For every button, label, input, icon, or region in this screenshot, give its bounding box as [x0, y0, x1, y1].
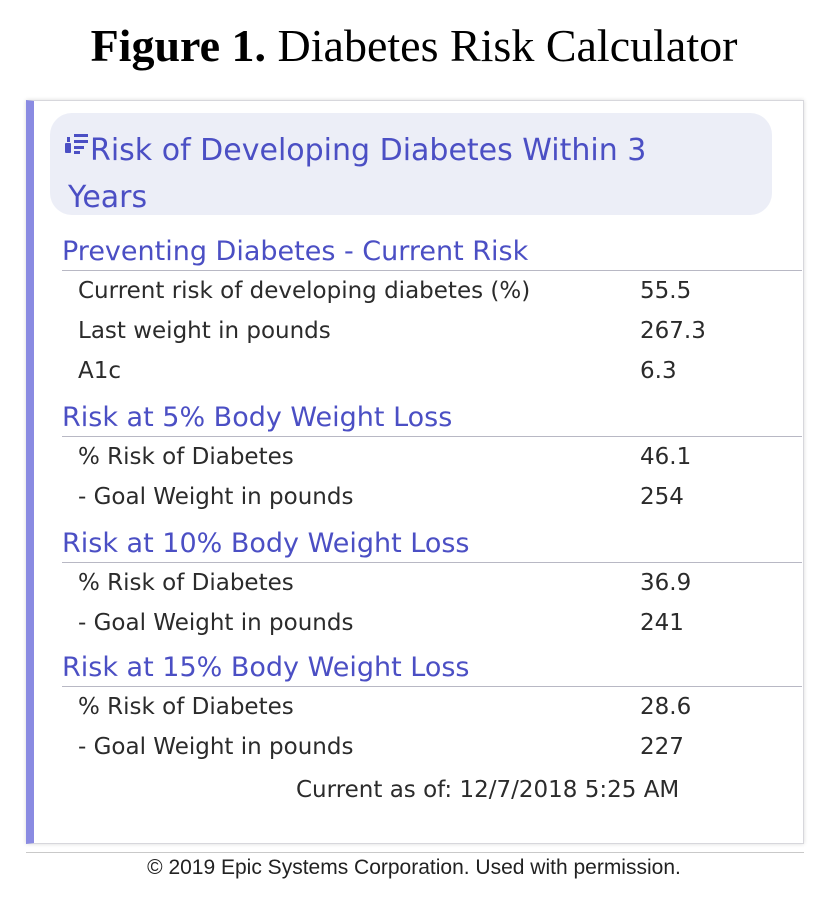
row-value: 254 — [640, 484, 684, 510]
row-label: - Goal Weight in pounds — [78, 610, 354, 636]
table-row: A1c 6.3 — [62, 351, 802, 391]
row-value: 241 — [640, 610, 684, 636]
table-row: Current risk of developing diabetes (%) … — [62, 271, 802, 311]
row-value: 46.1 — [640, 444, 692, 470]
section-current-risk: Preventing Diabetes - Current Risk Curre… — [62, 235, 802, 391]
section-title: Risk at 15% Body Weight Loss — [62, 651, 802, 687]
table-row: Last weight in pounds 267.3 — [62, 311, 802, 351]
row-value: 28.6 — [640, 694, 692, 720]
chart-list-icon — [65, 134, 88, 154]
section-title: Risk at 5% Body Weight Loss — [62, 401, 802, 437]
row-value: 55.5 — [640, 278, 692, 304]
row-value: 227 — [640, 734, 684, 760]
row-label: % Risk of Diabetes — [78, 444, 294, 470]
table-row: % Risk of Diabetes 28.6 — [62, 687, 802, 727]
risk-calculator-panel: Risk of Developing Diabetes Within 3 Yea… — [26, 100, 804, 844]
current-as-of-timestamp: Current as of: 12/7/2018 5:25 AM — [296, 777, 680, 803]
section-title: Preventing Diabetes - Current Risk — [62, 235, 802, 271]
table-row: - Goal Weight in pounds 227 — [62, 727, 802, 767]
panel-title: Risk of Developing Diabetes Within 3 Yea… — [68, 133, 647, 215]
row-label: A1c — [78, 358, 122, 384]
figure-caption: Figure 1. Diabetes Risk Calculator — [0, 20, 828, 72]
row-value: 6.3 — [640, 358, 677, 384]
row-label: Last weight in pounds — [78, 318, 331, 344]
row-value: 267.3 — [640, 318, 706, 344]
footer-divider — [26, 852, 804, 853]
row-label: % Risk of Diabetes — [78, 694, 294, 720]
panel-header[interactable]: Risk of Developing Diabetes Within 3 Yea… — [50, 113, 772, 215]
table-row: % Risk of Diabetes 46.1 — [62, 437, 802, 477]
section-10-percent-loss: Risk at 10% Body Weight Loss % Risk of D… — [62, 527, 802, 643]
row-label: - Goal Weight in pounds — [78, 484, 354, 510]
table-row: - Goal Weight in pounds 241 — [62, 603, 802, 643]
row-label: % Risk of Diabetes — [78, 570, 294, 596]
section-5-percent-loss: Risk at 5% Body Weight Loss % Risk of Di… — [62, 401, 802, 517]
row-label: Current risk of developing diabetes (%) — [78, 278, 531, 304]
row-label: - Goal Weight in pounds — [78, 734, 354, 760]
copyright-notice: © 2019 Epic Systems Corporation. Used wi… — [147, 856, 681, 879]
table-row: % Risk of Diabetes 36.9 — [62, 563, 802, 603]
figure-label: Figure 1. — [90, 20, 267, 71]
section-title: Risk at 10% Body Weight Loss — [62, 527, 802, 563]
section-15-percent-loss: Risk at 15% Body Weight Loss % Risk of D… — [62, 651, 802, 767]
figure-title: Diabetes Risk Calculator — [277, 20, 738, 71]
table-row: - Goal Weight in pounds 254 — [62, 477, 802, 517]
row-value: 36.9 — [640, 570, 692, 596]
